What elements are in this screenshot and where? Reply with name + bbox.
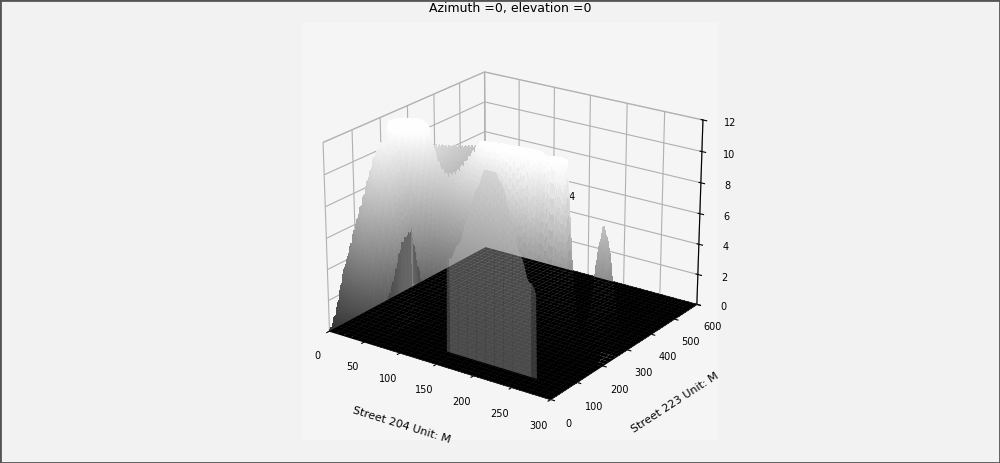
Y-axis label: Street 223 Unit: M: Street 223 Unit: M	[630, 371, 721, 435]
X-axis label: Street 204 Unit: M: Street 204 Unit: M	[352, 405, 452, 445]
Title: Azimuth =0, elevation =0: Azimuth =0, elevation =0	[429, 2, 591, 15]
